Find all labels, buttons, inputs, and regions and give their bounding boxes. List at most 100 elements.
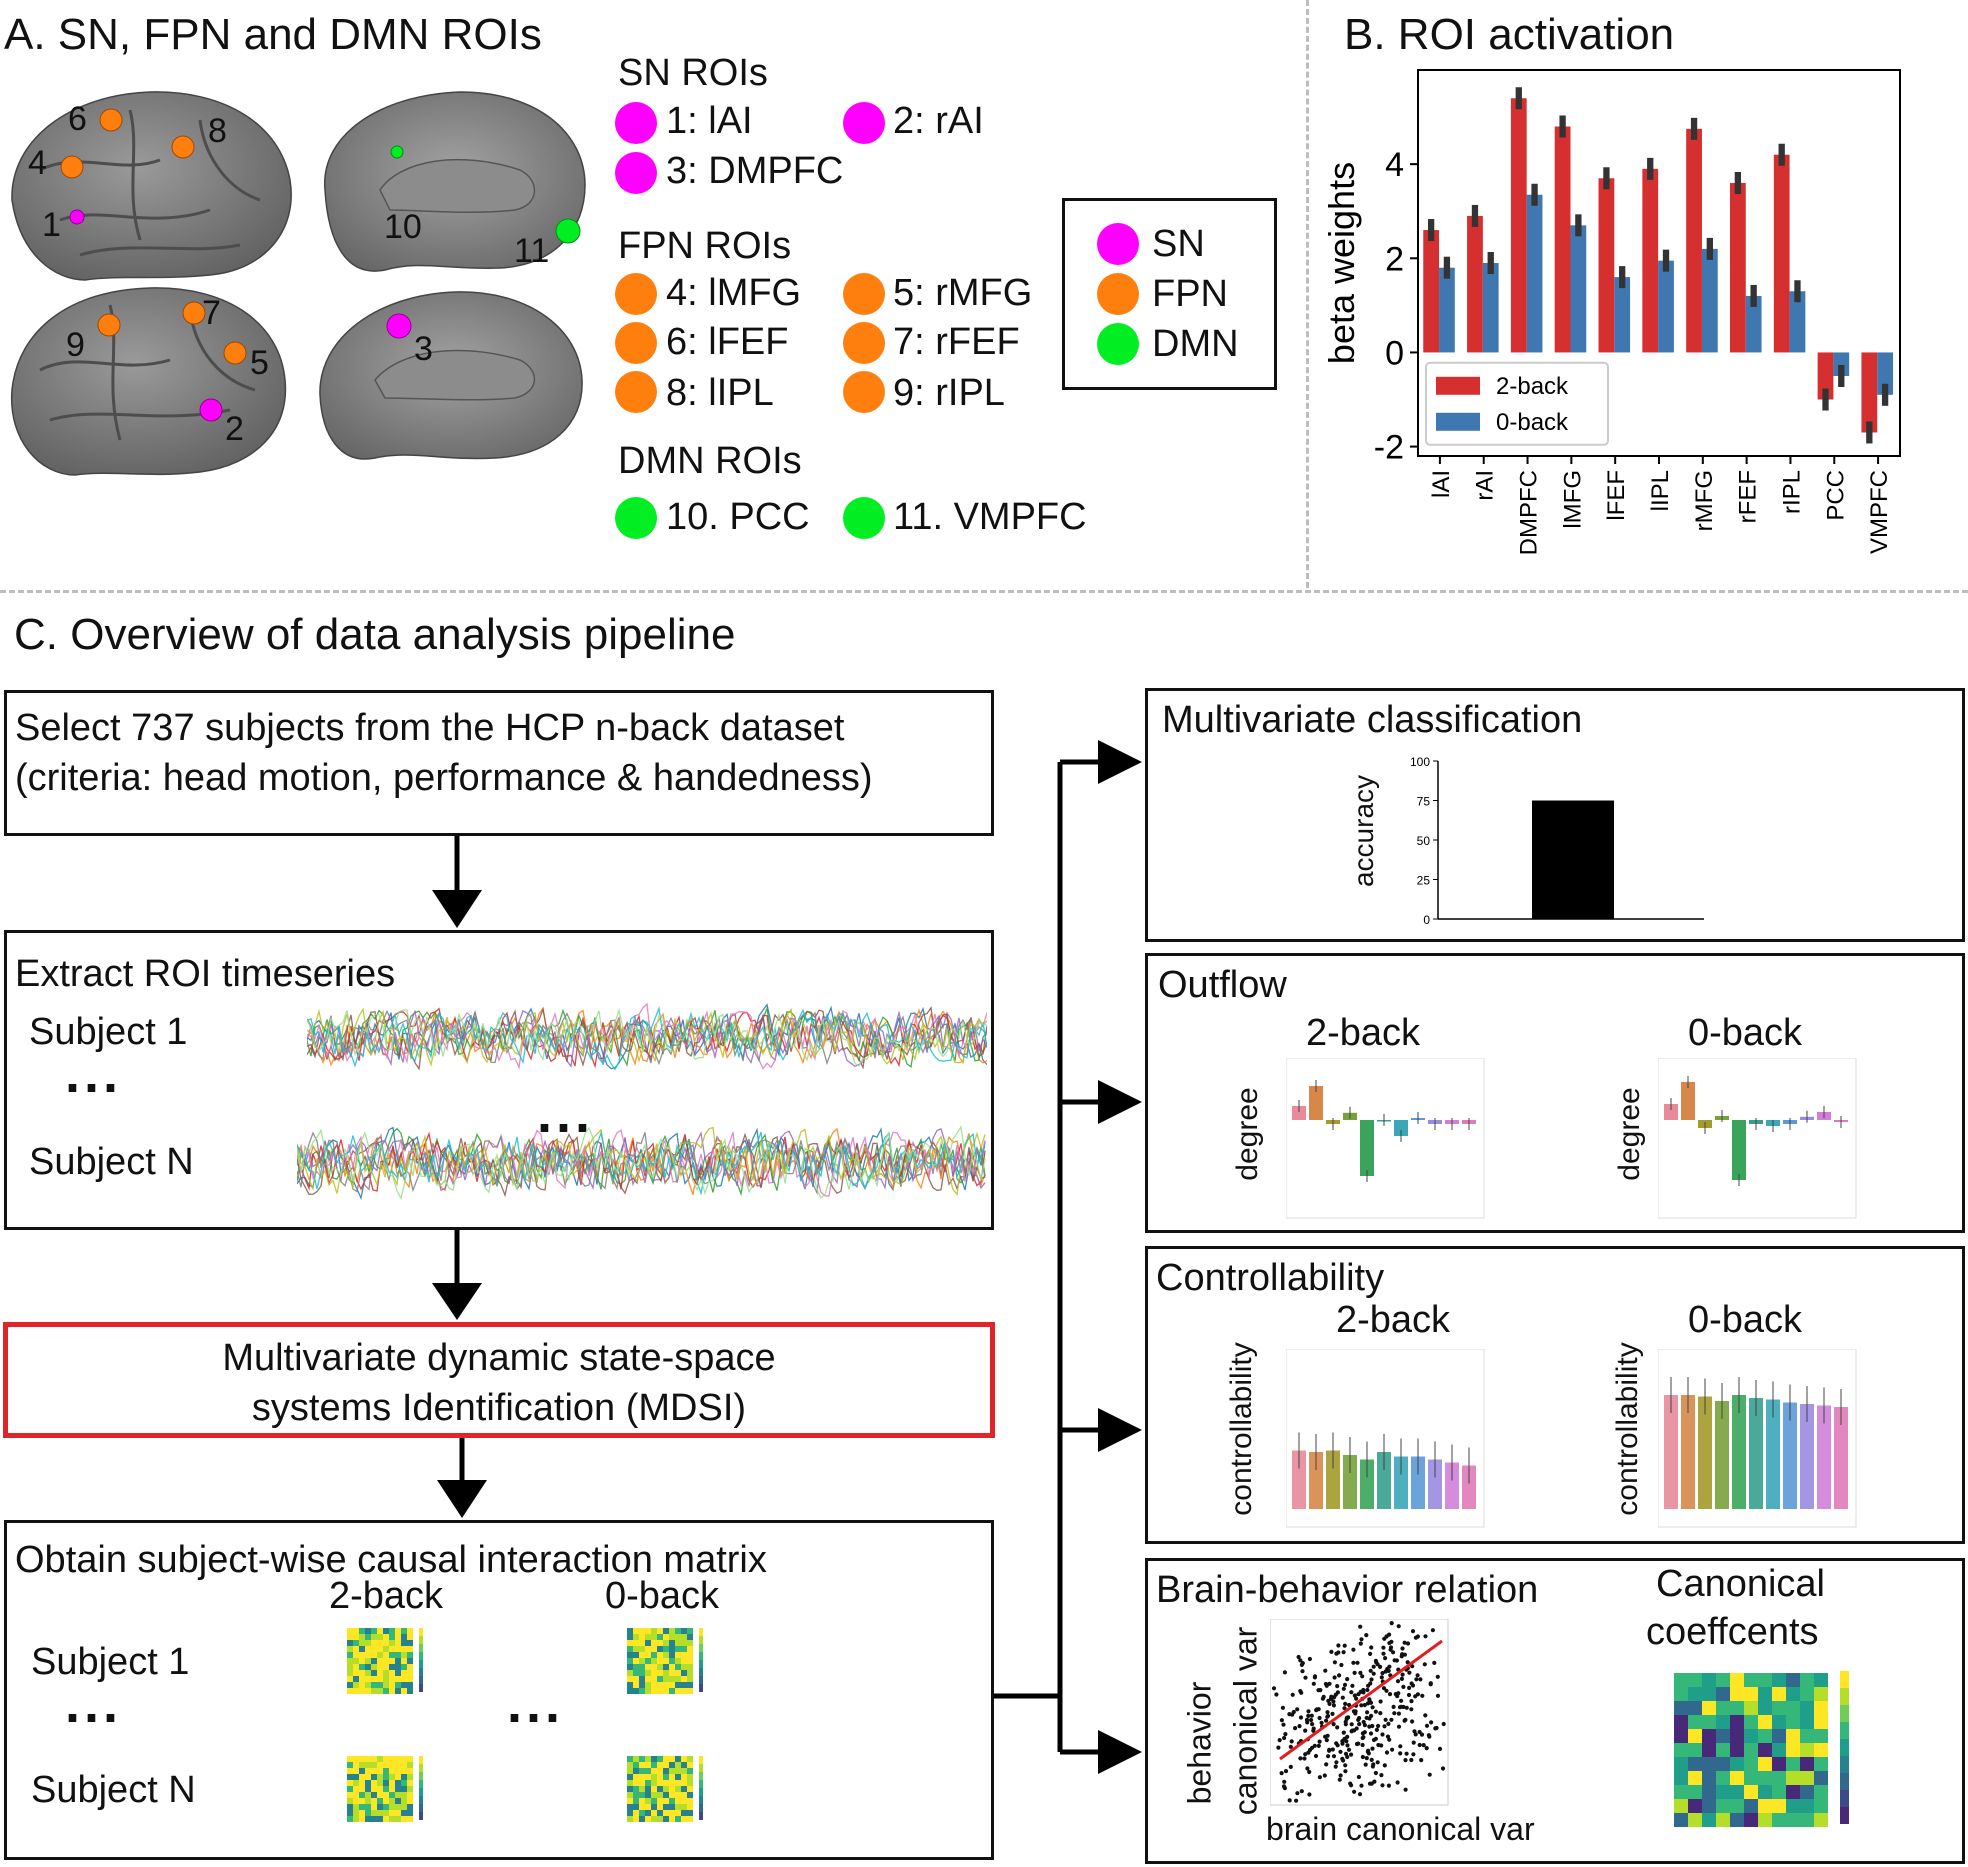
scatter-point (1316, 1688, 1321, 1693)
roi-label-2: 2: rAI (893, 100, 984, 142)
matrix-cell (663, 1676, 669, 1682)
scatter-frame (1270, 1619, 1449, 1806)
scatter-point (1302, 1756, 1307, 1761)
matrix-cell (657, 1670, 663, 1676)
scatter-point (1333, 1764, 1338, 1769)
matrix-cell (663, 1816, 669, 1822)
extract-subject-n: Subject N (29, 1141, 194, 1183)
dmn-rois-header: DMN ROIs (618, 440, 802, 482)
matrix-cell (669, 1676, 675, 1682)
matrix-cell (395, 1762, 401, 1768)
outflow-bar (1664, 1104, 1678, 1120)
scatter-point (1341, 1650, 1346, 1655)
matrix-cell (633, 1780, 639, 1786)
matrix-cell (651, 1628, 657, 1634)
roi-label-1: 1: lAI (666, 100, 753, 142)
matrix-0back-subject-1 (627, 1628, 703, 1694)
colorbar-segment (699, 1788, 703, 1796)
controllability-chart-2back (1286, 1349, 1485, 1528)
matrix-cell (377, 1768, 383, 1774)
outflow-0back-label: 0-back (1688, 1012, 1803, 1054)
coef-cell (1800, 1729, 1814, 1743)
matrix-cell (401, 1646, 407, 1652)
matrix-cell (627, 1676, 633, 1682)
matrix-cell (651, 1780, 657, 1786)
panel-a-title: A. SN, FPN and DMN ROIs (4, 10, 542, 59)
matrix-cell (627, 1634, 633, 1640)
matrix-cell (383, 1792, 389, 1798)
behavior-ylabel-2: canonical var (1227, 1626, 1264, 1816)
panel-c-title: C. Overview of data analysis pipeline (14, 610, 736, 659)
scatter-point (1379, 1773, 1384, 1778)
select-line-2: (criteria: head motion, performance & ha… (15, 757, 873, 799)
coef-cell (1744, 1743, 1758, 1757)
matrix-cell (627, 1664, 633, 1670)
matrix-cell (383, 1798, 389, 1804)
scatter-point (1440, 1766, 1446, 1771)
scatter-point (1398, 1744, 1403, 1749)
matrix-cell (365, 1676, 371, 1682)
matrix-cell (347, 1804, 353, 1810)
errorbar-0-back-rAI (1487, 252, 1494, 274)
scatter-point (1317, 1739, 1322, 1744)
acc-tick-label: 75 (1417, 795, 1431, 809)
matrix-cell (395, 1774, 401, 1780)
scatter-point (1384, 1634, 1389, 1639)
matrix-cell (651, 1670, 657, 1676)
matrix-cell (395, 1682, 401, 1688)
coef-cell (1674, 1687, 1688, 1701)
matrix-cell (395, 1664, 401, 1670)
scatter-point (1329, 1649, 1334, 1654)
scatter-point (1435, 1674, 1440, 1679)
matrix-cell (395, 1786, 401, 1792)
matrix-cell (669, 1756, 675, 1762)
matrix-cell (353, 1798, 359, 1804)
brain-behavior-scatter (1270, 1619, 1449, 1806)
colorbar-segment (699, 1628, 703, 1636)
colorbar-segment (699, 1804, 703, 1812)
scatter-point (1312, 1674, 1318, 1679)
matrix-cell (639, 1688, 645, 1694)
coef-cell (1758, 1715, 1772, 1729)
y-axis-label: beta weights (1321, 162, 1362, 364)
matrix-cell (353, 1646, 359, 1652)
chart-legend: 2-back 0-back (1425, 361, 1609, 446)
controllability-2back-label: 2-back (1336, 1299, 1451, 1341)
scatter-point (1370, 1705, 1375, 1710)
roi-dot-9 (843, 371, 885, 413)
roi-label-10: 10. PCC (666, 496, 810, 538)
roi-dot-4 (615, 273, 657, 315)
matrix-cell (657, 1688, 663, 1694)
coef-cell (1674, 1771, 1688, 1785)
matrix-cell (663, 1634, 669, 1640)
matrix-cell (639, 1798, 645, 1804)
select-subjects-box: Select 737 subjects from the HCP n-back … (4, 690, 994, 836)
matrix-cell (663, 1646, 669, 1652)
scatter-point (1348, 1781, 1353, 1786)
matrix-2back-subject-1 (347, 1628, 423, 1694)
matrix-cell (383, 1768, 389, 1774)
matrix-cell (645, 1628, 651, 1634)
colorbar-segment (699, 1812, 703, 1820)
scatter-point (1392, 1711, 1397, 1716)
scatter-point (1316, 1743, 1321, 1748)
matrix-cell (383, 1816, 389, 1822)
coef-cell (1772, 1813, 1786, 1827)
matrix-cell (371, 1664, 377, 1670)
matrix-cell (395, 1792, 401, 1798)
matrix-cell (663, 1664, 669, 1670)
colorbar-segment (699, 1796, 703, 1804)
matrix-cell (383, 1676, 389, 1682)
scatter-point (1406, 1692, 1412, 1698)
coef-cell (1674, 1757, 1688, 1771)
coef-cell (1758, 1785, 1772, 1799)
scatter-point (1360, 1754, 1365, 1760)
colorbar-segment (699, 1764, 703, 1772)
scatter-point (1396, 1711, 1401, 1716)
scatter-point (1305, 1766, 1310, 1771)
scatter-point (1349, 1752, 1354, 1757)
controllability-bar (1428, 1459, 1442, 1509)
matrix-cell (359, 1768, 365, 1774)
coef-cell (1730, 1813, 1744, 1827)
scatter-point (1432, 1660, 1437, 1665)
